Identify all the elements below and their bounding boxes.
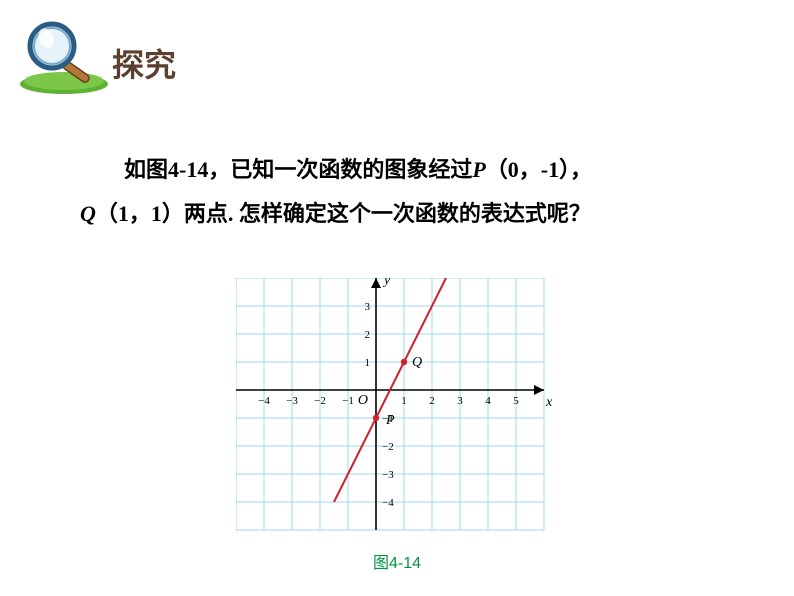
svg-text:−4: −4 [382,497,394,509]
linear-function-chart: −4−3−2−112345123−1−2−3−4OxyQP 图4-14 [236,278,558,573]
svg-text:2: 2 [365,329,371,341]
point-Q-coords: （1，1） [96,201,184,226]
point-P-coords: （0，-1） [486,157,570,182]
svg-text:1: 1 [365,357,371,369]
svg-text:5: 5 [513,395,519,407]
svg-text:y: y [382,278,391,288]
svg-text:2: 2 [429,395,435,407]
point-Q-label: Q [80,201,96,226]
svg-text:1: 1 [401,395,407,407]
svg-text:−3: −3 [286,395,298,407]
svg-text:−2: −2 [314,395,326,407]
point-P-label: P [472,157,485,182]
svg-text:−1: −1 [342,395,354,407]
svg-text:−3: −3 [382,469,394,481]
problem-text: 如图4-14，已知一次函数的图象经过P（0，-1）， Q（1，1）两点. 怎样确… [80,148,720,236]
svg-text:Q: Q [412,355,422,370]
svg-text:3: 3 [457,395,463,407]
svg-text:4: 4 [485,395,491,407]
text-line2-suffix: 两点. 怎样确定这个一次函数的表达式呢？ [184,201,591,226]
text-line1-suffix: ， [570,157,592,182]
section-title: 探究 [112,40,176,86]
svg-text:O: O [358,393,368,408]
svg-text:−2: −2 [382,441,394,453]
svg-text:P: P [385,413,395,428]
svg-text:3: 3 [365,301,371,313]
text-line1-prefix: 如图4-14，已知一次函数的图象经过 [124,157,472,182]
magnifier-icon [16,18,112,96]
chart-caption: 图4-14 [236,549,558,573]
svg-text:x: x [545,395,553,410]
svg-text:−4: −4 [258,395,270,407]
